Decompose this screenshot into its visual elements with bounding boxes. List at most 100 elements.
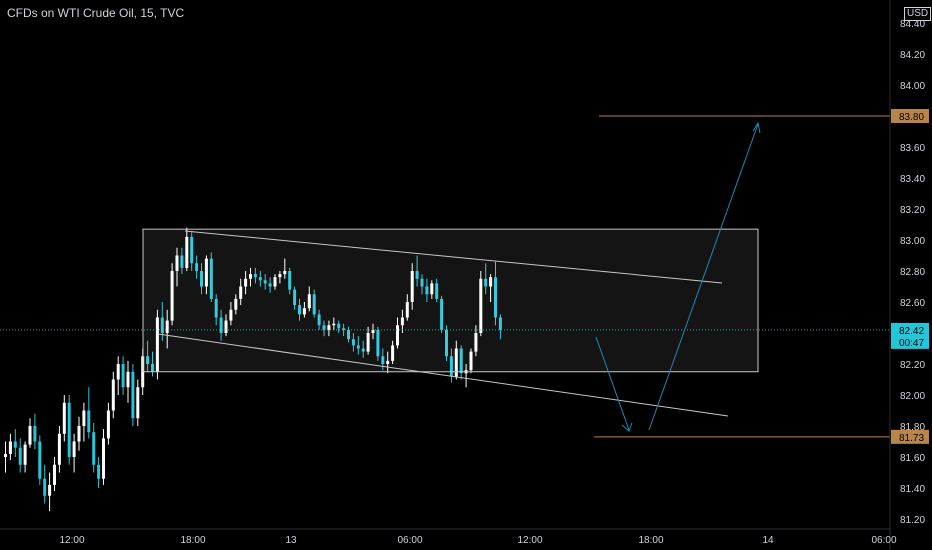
candle-body	[57, 433, 61, 465]
channel-upper-line	[184, 230, 723, 284]
currency-label[interactable]: USD	[904, 7, 932, 21]
candle-body	[13, 441, 17, 448]
y-tick-label: 83.00	[900, 236, 925, 247]
candle-body	[494, 277, 497, 318]
candle-body	[278, 274, 282, 278]
candle-body	[415, 271, 419, 279]
candle-body	[77, 426, 81, 442]
target-high-label-text: 83.80	[899, 112, 924, 123]
candle-body	[195, 263, 199, 271]
candle-body	[175, 255, 179, 271]
candle-body	[214, 298, 218, 318]
arrow-down-head	[621, 422, 633, 432]
candle-body	[484, 278, 488, 287]
candle-body	[87, 410, 91, 433]
candle-body	[454, 348, 458, 377]
candle-body	[180, 255, 184, 268]
y-tick-label: 81.20	[900, 515, 925, 526]
x-tick-label: 06:00	[397, 535, 422, 546]
last-price-label-bg	[891, 322, 929, 349]
x-tick-label: 13	[285, 535, 297, 546]
target-low-label-bg	[891, 429, 929, 444]
candle-body	[33, 426, 37, 442]
candle-body	[268, 283, 272, 287]
x-tick-label: 18:00	[180, 535, 205, 546]
candle-body	[386, 360, 390, 364]
candle-body	[244, 278, 248, 287]
candle-body	[234, 298, 238, 310]
candle-body	[155, 317, 159, 372]
arrow-down-line	[595, 336, 630, 431]
candle-body	[327, 325, 331, 330]
candle-body	[302, 308, 306, 315]
candle-body	[82, 410, 86, 426]
candle-body	[498, 317, 502, 330]
candle-body	[97, 464, 101, 479]
y-tick-label: 84.40	[900, 19, 925, 30]
candle-body	[53, 464, 56, 485]
candle-body	[72, 441, 76, 457]
candle-body	[479, 278, 483, 333]
candle-body	[209, 258, 213, 299]
y-tick-label: 82.60	[900, 298, 925, 309]
candle-body	[258, 277, 262, 281]
last-price-label-text: 82.42	[899, 326, 924, 337]
candle-body	[126, 371, 130, 388]
candle-body	[410, 271, 414, 302]
x-tick-label: 12:00	[517, 535, 542, 546]
x-tick-label: 18:00	[638, 535, 663, 546]
candle-body	[474, 333, 478, 352]
candle-body	[102, 438, 105, 479]
candle-body	[229, 309, 233, 321]
candle-body	[18, 447, 22, 465]
candle-body	[200, 271, 203, 287]
candle-body	[116, 364, 120, 380]
candle-body	[219, 317, 223, 333]
candle-body	[38, 441, 42, 479]
y-tick-label: 81.80	[900, 422, 925, 433]
candle-body	[322, 325, 326, 330]
candle-body	[4, 453, 7, 457]
y-tick-label: 82.00	[900, 391, 925, 402]
candle-body	[469, 351, 473, 371]
candle-body	[420, 278, 424, 287]
candle-body	[342, 328, 346, 330]
candle-body	[400, 317, 404, 326]
candle-body	[136, 387, 140, 419]
y-tick-label: 81.40	[900, 484, 925, 495]
candle-body	[263, 280, 267, 284]
candle-body	[489, 277, 493, 287]
candle-body	[366, 333, 370, 352]
candle-body	[356, 345, 360, 349]
candles-layer	[4, 227, 502, 512]
candle-body	[361, 348, 365, 352]
y-tick-label: 83.20	[900, 205, 925, 216]
y-tick-label: 84.20	[900, 50, 925, 61]
candle-body	[283, 271, 287, 275]
time-axis[interactable]: 12:00 18:00 13 06:00 12:00 18:00 14 06:00	[59, 535, 896, 546]
candle-body	[106, 410, 110, 439]
candle-body	[160, 317, 164, 333]
candle-body	[43, 478, 47, 496]
candle-body	[371, 329, 375, 333]
channel-lower-line	[157, 333, 729, 417]
x-tick-label: 14	[762, 535, 774, 546]
y-tick-label: 82.20	[900, 360, 925, 371]
candle-body	[151, 364, 154, 372]
candle-body	[131, 371, 135, 419]
candle-body	[351, 339, 355, 346]
x-tick-label: 06:00	[871, 535, 896, 546]
candle-body	[146, 356, 150, 364]
candle-body	[459, 348, 463, 374]
candle-body	[253, 274, 257, 278]
target-low-label-text: 81.73	[899, 433, 924, 444]
y-tick-label: 81.60	[900, 453, 925, 464]
candle-body	[312, 294, 316, 315]
candle-body	[391, 345, 395, 361]
candle-body	[190, 236, 194, 264]
candle-body	[332, 323, 336, 326]
candle-body	[239, 286, 243, 299]
candle-body	[185, 236, 189, 268]
